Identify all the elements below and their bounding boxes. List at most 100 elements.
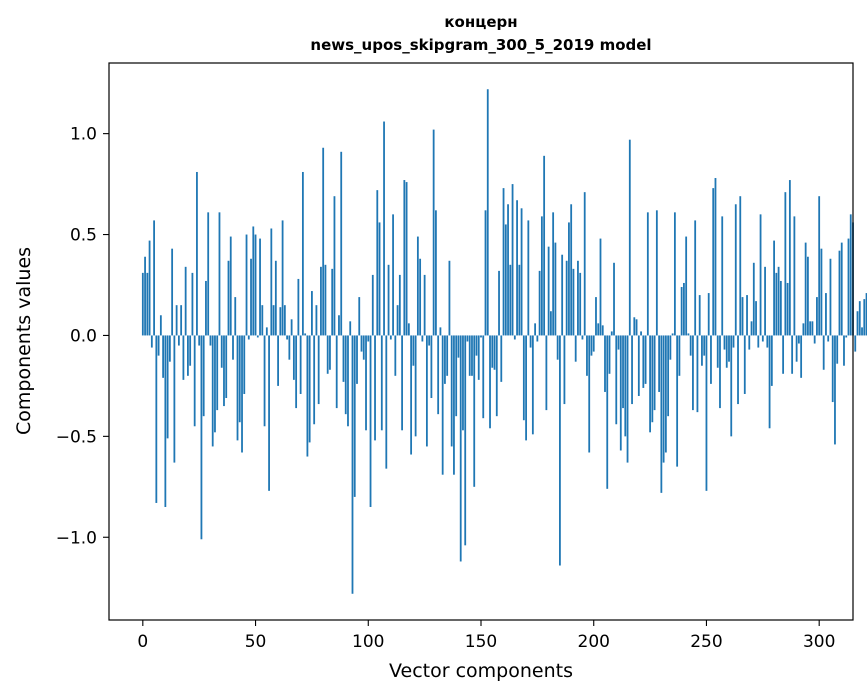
bar-156: [493, 335, 496, 370]
bar-12: [168, 335, 171, 362]
bar-92: [349, 321, 352, 336]
bar-83: [329, 335, 331, 370]
bar-320: [863, 299, 866, 336]
bar-190: [570, 204, 573, 336]
bar-239: [680, 287, 683, 336]
bar-70: [299, 335, 302, 394]
bar-48: [250, 258, 252, 336]
bar-318: [858, 301, 861, 336]
bar-189: [568, 222, 570, 336]
bar-295: [807, 256, 809, 336]
bar-13: [171, 248, 174, 336]
bar-55: [265, 327, 268, 336]
bar-317: [856, 311, 859, 336]
bar-263: [734, 204, 737, 336]
bar-133: [441, 335, 444, 475]
bar-259: [725, 335, 728, 368]
chart-title-line-2: news_upos_skipgram_300_5_2019 model: [310, 36, 652, 54]
bar-232: [664, 335, 667, 453]
bar-254: [714, 178, 717, 336]
bar-114: [398, 274, 401, 336]
bar-268: [746, 295, 748, 336]
bar-159: [500, 335, 503, 382]
bar-28: [205, 280, 207, 336]
bar-110: [389, 335, 392, 340]
bar-40: [232, 335, 234, 360]
bar-242: [687, 333, 690, 336]
bar-68: [295, 335, 298, 409]
chart-title-line-1: концерн: [444, 13, 518, 31]
bar-19: [184, 266, 187, 336]
bar-75: [311, 291, 313, 336]
bar-272: [755, 301, 757, 336]
bar-301: [820, 248, 823, 336]
bar-198: [588, 335, 591, 453]
bar-275: [761, 335, 764, 342]
bar-197: [586, 335, 588, 376]
bar-194: [579, 272, 582, 336]
bar-62: [281, 220, 284, 336]
bar-56: [268, 335, 270, 491]
bar-132: [439, 327, 442, 336]
bar-313: [847, 238, 850, 336]
bar-207: [608, 335, 611, 374]
bar-134: [444, 335, 446, 384]
bar-306: [831, 335, 834, 403]
bar-157: [495, 335, 498, 417]
bar-234: [669, 335, 672, 360]
bar-101: [369, 335, 372, 507]
bar-127: [428, 335, 431, 346]
bar-31: [211, 335, 214, 447]
bar-120: [412, 335, 415, 366]
bar-250: [705, 335, 708, 491]
bar-311: [843, 335, 845, 366]
bar-14: [173, 335, 176, 463]
bar-105: [378, 222, 381, 336]
bar-305: [829, 258, 832, 336]
bar-210: [615, 335, 618, 425]
bar-43: [238, 335, 241, 423]
bar-97: [360, 335, 363, 352]
bar-16: [177, 335, 180, 346]
bar-64: [286, 335, 289, 340]
bar-276: [764, 266, 766, 336]
bar-147: [473, 335, 476, 487]
x-tick-label: 250: [690, 632, 722, 652]
bar-187: [563, 335, 566, 405]
bar-78: [317, 335, 320, 405]
bar-283: [779, 280, 782, 336]
bar-112: [394, 335, 397, 376]
bar-124: [421, 335, 424, 342]
bar-50: [254, 234, 257, 336]
bar-155: [491, 335, 494, 368]
bar-71: [301, 171, 304, 336]
bar-91: [347, 335, 349, 427]
bar-27: [202, 335, 205, 417]
bar-141: [459, 335, 462, 562]
bar-199: [590, 335, 593, 356]
bar-89: [342, 335, 345, 382]
bar-67: [292, 335, 295, 380]
x-tick-label: 50: [245, 632, 267, 652]
x-tick-label: 300: [803, 632, 835, 652]
bar-178: [543, 155, 546, 336]
bar-267: [743, 335, 746, 394]
bar-175: [536, 335, 539, 342]
bar-230: [660, 335, 663, 493]
y-ticks-group: −1.0 −0.5 0.0 0.5 1.0: [56, 125, 109, 548]
bar-183: [554, 242, 557, 336]
bar-231: [662, 335, 665, 463]
bar-209: [613, 262, 615, 336]
bar-219: [635, 319, 638, 336]
bar-60: [277, 335, 279, 386]
bar-217: [631, 335, 633, 405]
bar-214: [624, 335, 627, 437]
bar-260: [728, 335, 730, 362]
bar-17: [180, 305, 183, 336]
bar-140: [457, 335, 460, 358]
bar-171: [527, 220, 530, 336]
bar-252: [710, 335, 712, 384]
bar-18: [182, 335, 185, 380]
bar-47: [247, 335, 250, 340]
